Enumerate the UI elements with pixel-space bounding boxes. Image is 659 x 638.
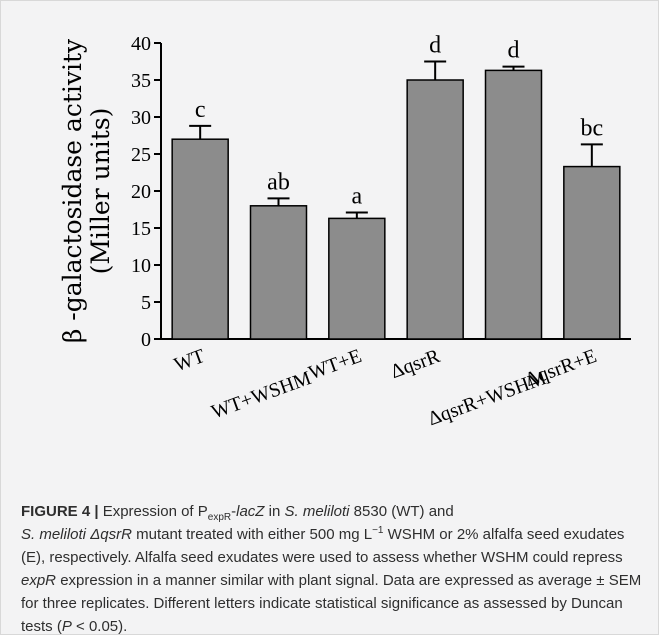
x-tick-label: ΔqsrR bbox=[388, 345, 444, 383]
y-tick-label: 5 bbox=[141, 292, 151, 314]
axes bbox=[160, 43, 631, 340]
significance-label: bc bbox=[581, 115, 604, 141]
y-tick-label: 40 bbox=[131, 33, 151, 55]
bar bbox=[484, 69, 543, 340]
bar bbox=[249, 205, 308, 340]
bars: c ab a d d bc bbox=[171, 33, 621, 340]
y-axis-label-line1: β -galactosidase activity bbox=[58, 38, 87, 343]
significance-label: d bbox=[429, 33, 441, 59]
significance-label: ab bbox=[267, 169, 290, 195]
y-tick-label: 25 bbox=[131, 144, 151, 166]
y-axis-label: β -galactosidase activity (Miller units) bbox=[58, 38, 115, 343]
y-tick-label: 0 bbox=[141, 329, 151, 351]
figure-caption: FIGURE 4 | Expression of PexpR-lacZ in S… bbox=[21, 503, 642, 635]
y-axis-label-line2: (Miller units) bbox=[86, 108, 115, 275]
x-tick-label: WT+WSHM bbox=[208, 367, 314, 424]
y-tick-label: 20 bbox=[131, 181, 151, 203]
x-tick-label: WT bbox=[171, 345, 208, 376]
significance-label: d bbox=[508, 38, 520, 64]
bar bbox=[328, 217, 386, 340]
y-tick-label: 35 bbox=[131, 70, 151, 92]
y-ticks: 0 5 10 15 20 25 30 35 40 bbox=[131, 33, 161, 351]
y-tick-label: 30 bbox=[131, 107, 151, 129]
bar bbox=[171, 138, 229, 340]
bar-chart: β -galactosidase activity (Miller units)… bbox=[58, 33, 631, 430]
y-tick-label: 15 bbox=[131, 218, 151, 240]
significance-label: c bbox=[195, 97, 206, 123]
x-tick-label: WT+E bbox=[306, 345, 365, 384]
y-tick-label: 10 bbox=[131, 255, 151, 277]
bar bbox=[563, 165, 621, 340]
figure-label: FIGURE 4 | bbox=[21, 503, 99, 520]
bar bbox=[406, 79, 464, 340]
x-tick-label: ΔqsrR+E bbox=[522, 345, 599, 391]
significance-label: a bbox=[352, 183, 363, 209]
